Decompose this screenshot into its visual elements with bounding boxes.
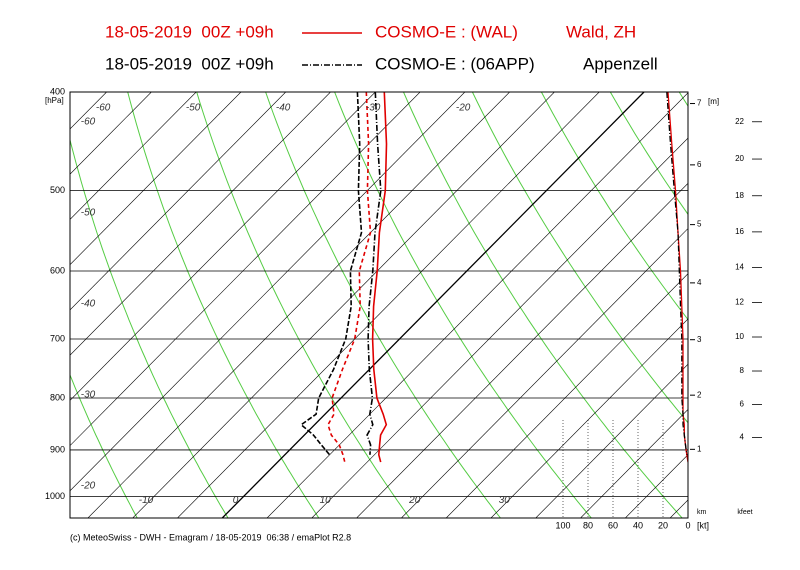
dry-adiabat [127, 92, 320, 518]
isotherm [70, 92, 152, 175]
isotherm [401, 228, 688, 518]
isotherm [356, 182, 688, 518]
plot-frame [69, 91, 689, 519]
km-tick-label: 2 [697, 390, 702, 399]
dry-adiabat [334, 92, 592, 518]
temperature-label: 0 [233, 495, 239, 506]
temperature-label: -40 [81, 299, 96, 310]
isotherm [70, 92, 242, 266]
isotherm [221, 92, 645, 518]
temperature-label: -20 [456, 103, 471, 114]
km-label: km [697, 509, 707, 516]
kfeet-tick-label: 4 [740, 433, 745, 442]
km-tick-label: 3 [697, 335, 702, 344]
temperature-label: 10 [320, 495, 332, 506]
y-tick-label: 900 [50, 444, 65, 454]
wind-tick-label: 0 [685, 520, 690, 530]
y-axis-label: [hPa] [45, 96, 64, 105]
dry-adiabat [471, 92, 688, 424]
dry-adiabat [70, 373, 138, 518]
dry-adiabat [70, 137, 229, 518]
isotherm [266, 92, 688, 518]
isotherm [132, 92, 555, 518]
temperature-label: -60 [81, 117, 96, 128]
wind-tick-label: 80 [583, 520, 593, 530]
km-tick-label: 6 [697, 160, 702, 169]
legend-station: Wald, ZH [566, 22, 636, 41]
legend-station: Appenzell [583, 54, 658, 73]
dry-adiabat [540, 92, 688, 321]
km-tick-label: 4 [697, 278, 702, 287]
kfeet-tick-label: 8 [740, 366, 745, 375]
isotherm [311, 137, 688, 518]
y-tick-label: 600 [50, 265, 65, 275]
kfeet-tick-label: 6 [740, 400, 745, 409]
isotherm [535, 363, 688, 518]
isotherm [490, 318, 688, 518]
temperature-label: -60 [96, 103, 111, 114]
kfeet-tick-label: 20 [735, 154, 744, 163]
km-tick-label: 1 [697, 444, 702, 453]
dry-adiabat [196, 92, 411, 518]
temperature-label: 20 [408, 495, 421, 506]
km-unit: [m] [708, 97, 719, 106]
legend-run: 18-05-2019 00Z +09h [105, 54, 274, 73]
temperature-line [366, 92, 382, 455]
wind-tick-label: 40 [633, 520, 643, 530]
kfeet-tick-label: 16 [735, 227, 744, 236]
y-tick-label: 400 [50, 86, 65, 96]
dewpoint-line [299, 92, 363, 456]
isotherm [70, 92, 331, 356]
y-tick-label: 800 [50, 392, 65, 402]
wind-tick-label: 60 [608, 520, 618, 530]
temperature-label: -10 [139, 495, 154, 506]
isotherm [87, 92, 510, 518]
kfeet-tick-label: 18 [735, 191, 744, 200]
kfeet-tick-label: 12 [735, 298, 744, 307]
wind-axis-label: [kt] [697, 520, 709, 530]
isotherm [70, 92, 466, 492]
kfeet-tick-label: 10 [735, 332, 744, 341]
isotherm [445, 273, 688, 518]
wind-tick-label: 20 [658, 520, 668, 530]
dry-adiabat [403, 92, 683, 518]
legend-run: 18-05-2019 00Z +09h [105, 22, 274, 41]
km-tick-label: 7 [697, 99, 702, 108]
kfeet-label: kfeet [737, 509, 752, 516]
km-tick-label: 5 [697, 220, 702, 229]
temperature-label: -30 [81, 389, 96, 400]
temperature-label: -20 [81, 480, 96, 491]
profiles [299, 92, 688, 463]
isotherm [70, 92, 286, 311]
temperature-label: -40 [276, 103, 291, 114]
isotherm [70, 92, 197, 220]
wind-speed-line [667, 92, 688, 463]
y-tick-label: 500 [50, 185, 65, 195]
kfeet-tick-label: 14 [735, 263, 744, 272]
wind-speed-line [666, 92, 688, 455]
isotherm [70, 92, 421, 447]
dry-adiabat [265, 92, 501, 518]
source: (c) MeteoSwiss - DWH - Emagram / 18-05-2… [70, 532, 351, 542]
isotherm [177, 92, 600, 518]
temperature-label: -30 [366, 103, 381, 114]
isotherm [70, 92, 376, 401]
temperature-label: 30 [499, 495, 511, 506]
y-tick-label: 700 [50, 333, 65, 343]
grid [70, 92, 688, 518]
kfeet-tick-label: 22 [735, 117, 744, 126]
y-tick-label: 1000 [45, 491, 65, 501]
temperature-label: -50 [81, 208, 96, 219]
temperature-line [371, 92, 388, 463]
temperature-label: -50 [186, 103, 201, 114]
legend-name: COSMO-E : (06APP) [375, 54, 535, 73]
dewpoint-line [327, 92, 372, 463]
wind-tick-label: 100 [555, 520, 570, 530]
isotherm [580, 409, 688, 518]
legend-name: COSMO-E : (WAL) [375, 22, 518, 41]
